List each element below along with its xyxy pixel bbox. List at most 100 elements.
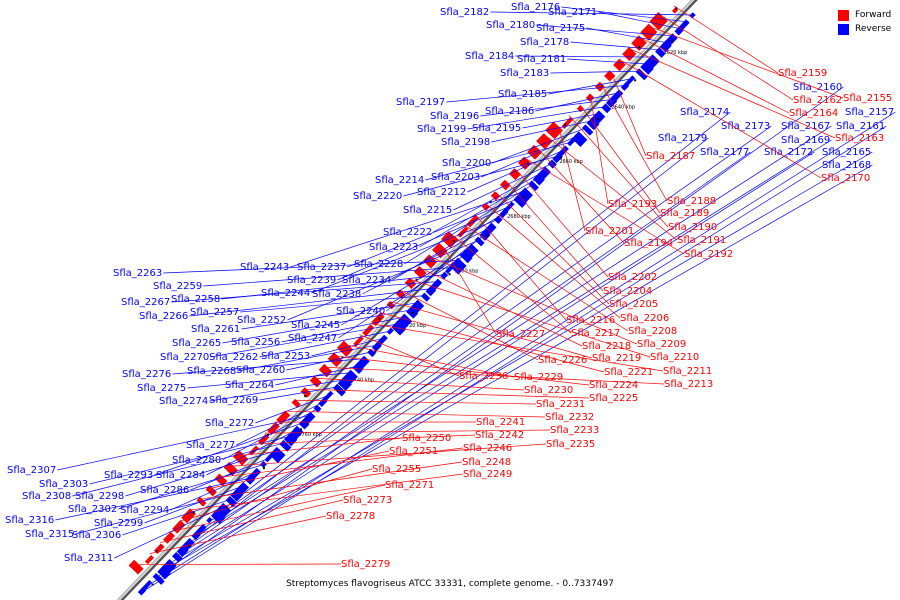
reverse-gene-label: Sfla_2307	[7, 465, 56, 476]
reverse-gene-label: Sfla_2261	[191, 324, 240, 335]
reverse-leader-line	[114, 505, 227, 559]
forward-gene-block	[649, 11, 668, 31]
reverse-gene-block	[581, 124, 594, 136]
reverse-gene-label: Sfla_2270	[160, 352, 209, 363]
forward-gene-label: Sfla_2187	[646, 151, 695, 162]
reverse-gene-label: Sfla_2215	[403, 205, 452, 216]
reverse-gene-label: Sfla_2276	[122, 369, 171, 380]
reverse-gene-label: Sfla_2169	[781, 135, 830, 146]
reverse-gene-label: Sfla_2245	[291, 320, 340, 331]
forward-gene-label: Sfla_2248	[462, 457, 511, 468]
reverse-gene-label: Sfla_2260	[236, 365, 285, 376]
reverse-gene-block	[352, 362, 364, 375]
reverse-leader-line	[55, 477, 253, 521]
reverse-leader-line	[281, 316, 408, 343]
reverse-gene-label: Sfla_2277	[186, 440, 235, 451]
reverse-gene-label: Sfla_2284	[156, 470, 205, 481]
reverse-gene-label: Sfla_2243	[240, 262, 289, 273]
legend-label-reverse: Reverse	[855, 24, 892, 34]
reverse-leader-line	[567, 58, 649, 65]
feature-marker	[378, 317, 381, 320]
reverse-leader-line	[480, 98, 616, 117]
reverse-gene-label: Sfla_2161	[836, 121, 885, 132]
reverse-gene-block	[196, 523, 207, 535]
reverse-gene-label: Sfla_2294	[120, 505, 169, 516]
reverse-gene-block	[298, 418, 310, 430]
reverse-gene-label: Sfla_2275	[137, 383, 186, 394]
forward-gene-block	[353, 335, 364, 347]
forward-gene-label: Sfla_2273	[343, 495, 392, 506]
forward-gene-label: Sfla_2217	[571, 328, 620, 339]
forward-gene-label: Sfla_2249	[463, 469, 512, 480]
forward-gene-block	[163, 531, 176, 544]
reverse-gene-block	[376, 334, 388, 347]
forward-leader-line	[348, 345, 515, 378]
forward-gene-block	[466, 214, 480, 228]
feature-marker	[155, 550, 158, 553]
reverse-leader-line	[152, 111, 896, 584]
reverse-gene-label: Sfla_2266	[139, 311, 188, 322]
reverse-leader-line	[467, 147, 569, 193]
reverse-leader-line	[125, 449, 280, 497]
forward-gene-label: Sfla_2250	[402, 433, 451, 444]
reverse-gene-block	[625, 75, 636, 86]
reverse-leader-line	[236, 400, 327, 446]
reverse-gene-label: Sfla_2171	[548, 7, 597, 18]
feature-marker	[559, 156, 562, 159]
tick-label: 2660 kbp	[559, 159, 583, 165]
reverse-gene-label: Sfla_2308	[22, 491, 71, 502]
reverse-gene-label: Sfla_2286	[140, 485, 189, 496]
forward-gene-block	[395, 289, 406, 300]
forward-gene-block	[432, 242, 448, 259]
reverse-leader-line	[171, 281, 441, 303]
reverse-leader-line	[570, 41, 663, 51]
tick-label: 2640 kbp	[612, 105, 636, 111]
reverse-gene-label: Sfla_2157	[845, 107, 894, 118]
forward-gene-block	[499, 179, 511, 191]
forward-gene-block	[622, 46, 637, 62]
forward-gene-block	[128, 559, 144, 575]
legend-item-forward: Forward	[838, 8, 891, 22]
reverse-gene-label: Sfla_2253	[261, 351, 310, 362]
forward-gene-block	[604, 70, 616, 82]
forward-leader-line	[202, 461, 463, 500]
reverse-gene-label: Sfla_2222	[383, 227, 432, 238]
forward-leader-line	[621, 60, 822, 179]
reverse-gene-block	[206, 516, 213, 524]
reverse-gene-label: Sfla_2181	[517, 54, 566, 65]
reverse-gene-label: Sfla_2265	[172, 338, 221, 349]
reverse-leader-line	[425, 140, 575, 181]
reverse-leader-line	[550, 70, 642, 74]
tick-label: 2740 kbp	[351, 377, 375, 383]
feature-marker	[262, 467, 265, 470]
reverse-gene-label: Sfla_2298	[75, 491, 124, 502]
reverse-gene-label: Sfla_2203	[431, 172, 480, 183]
reverse-gene-label: Sfla_2237	[297, 262, 346, 273]
forward-leader-line	[547, 137, 678, 241]
feature-marker	[485, 234, 488, 237]
forward-gene-label: Sfla_2201	[585, 226, 634, 237]
reverse-gene-block	[479, 229, 491, 241]
forward-gene-label: Sfla_2230	[524, 385, 573, 396]
forward-leader-line	[453, 235, 572, 334]
reverse-gene-label: Sfla_2311	[64, 553, 113, 564]
forward-leader-line	[505, 180, 604, 292]
reverse-leader-line	[221, 274, 448, 300]
reverse-gene-block	[445, 264, 455, 274]
reverse-leader-line	[189, 288, 435, 317]
reverse-leader-line	[337, 203, 515, 281]
reverse-gene-label: Sfla_2185	[498, 89, 547, 100]
reverse-leader-line	[275, 365, 361, 386]
reverse-gene-block	[357, 355, 370, 369]
forward-leader-line	[359, 334, 460, 377]
forward-gene-block	[362, 324, 375, 337]
forward-leader-line	[244, 437, 403, 456]
reverse-swatch-icon	[838, 23, 849, 35]
forward-leader-line	[233, 443, 547, 467]
forward-gene-block	[214, 473, 228, 487]
reverse-gene-label: Sfla_2179	[658, 133, 707, 144]
forward-leader-line	[306, 388, 590, 399]
forward-gene-label: Sfla_2192	[684, 249, 733, 260]
reverse-leader-line	[163, 260, 461, 274]
reverse-gene-block	[367, 348, 376, 358]
